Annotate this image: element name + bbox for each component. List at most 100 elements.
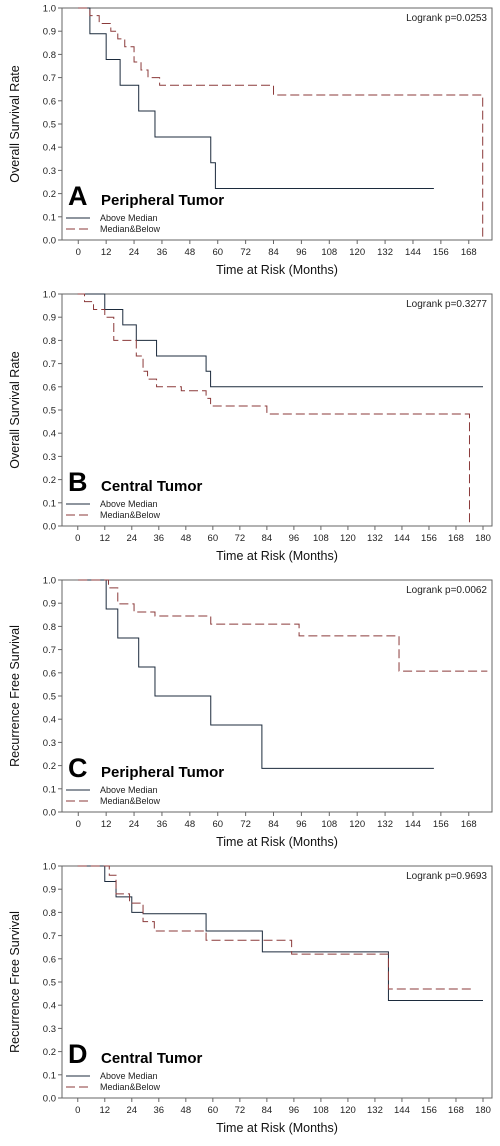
y-tick-label: 0.1 (43, 212, 56, 223)
y-tick-label: 0.6 (43, 954, 56, 965)
x-tick-label: 156 (433, 819, 449, 830)
y-tick-label: 0.3 (43, 738, 56, 749)
x-tick-label: 144 (405, 819, 421, 830)
x-tick-label: 0 (76, 819, 81, 830)
panel-a-os-peripheral: 0.0 0.1 0.2 0.3 0.4 0.5 0.6 0.7 0.8 0.9 1.0 0 12 24 36… (8, 4, 493, 277)
x-axis-label: Time at Risk (Months) (216, 549, 338, 563)
y-tick-label: 0.2 (43, 475, 56, 486)
y-axis-label: Recurrence Free Survival (8, 625, 22, 767)
x-tick-label: 156 (421, 1105, 437, 1116)
y-tick-label: 0.7 (43, 73, 56, 84)
x-tick-label: 168 (461, 819, 477, 830)
y-tick-label: 0.4 (43, 1001, 56, 1012)
x-tick-label: 156 (421, 533, 437, 544)
x-tick-label: 120 (340, 533, 356, 544)
x-axis-label: Time at Risk (Months) (216, 1121, 338, 1135)
x-tick-label: 132 (367, 533, 383, 544)
series-above-median-line (77, 865, 483, 1002)
x-tick-label: 120 (349, 247, 365, 258)
panel-title: Peripheral Tumor (101, 192, 224, 209)
x-tick-label: 60 (212, 247, 223, 258)
legend-label-median-below: Median&Below (100, 510, 161, 520)
x-tick-label: 156 (433, 247, 449, 258)
x-tick-label: 60 (208, 533, 219, 544)
x-tick-label: 132 (377, 247, 393, 258)
logrank-annotation: Logrank p=0.9693 (406, 871, 487, 882)
x-tick-label: 144 (394, 1105, 410, 1116)
y-tick-label: 0.2 (43, 189, 56, 200)
y-tick-label: 1.0 (43, 290, 56, 301)
x-tick-label: 144 (394, 533, 410, 544)
x-tick-label: 48 (181, 533, 192, 544)
legend-label-above-median: Above Median (100, 499, 158, 509)
y-tick-label: 0.4 (43, 715, 56, 726)
legend-label-above-median: Above Median (100, 785, 158, 795)
x-tick-label: 132 (367, 1105, 383, 1116)
x-tick-label: 0 (75, 1105, 80, 1116)
y-tick-label: 0.0 (43, 522, 56, 533)
y-tick-label: 0.6 (43, 96, 56, 107)
x-tick-label: 180 (475, 1105, 491, 1116)
x-tick-label: 12 (99, 533, 110, 544)
series-median-below-line (77, 865, 474, 990)
x-tick-label: 84 (268, 819, 279, 830)
y-tick-label: 0.8 (43, 622, 56, 633)
panel-letter: A (68, 181, 88, 211)
y-tick-label: 0.7 (43, 359, 56, 370)
y-tick-label: 0.3 (43, 452, 56, 463)
y-tick-label: 0.2 (43, 761, 56, 772)
x-tick-label: 48 (185, 247, 196, 258)
x-tick-label: 48 (185, 819, 196, 830)
panel-title: Peripheral Tumor (101, 764, 224, 781)
x-tick-label: 120 (349, 819, 365, 830)
x-tick-label: 84 (262, 1105, 273, 1116)
x-tick-label: 120 (340, 1105, 356, 1116)
y-tick-label: 0.6 (43, 668, 56, 679)
y-tick-label: 0.9 (43, 313, 56, 324)
x-tick-label: 24 (127, 533, 138, 544)
legend-label-median-below: Median&Below (100, 1082, 161, 1092)
legend-label-above-median: Above Median (100, 213, 158, 223)
y-tick-label: 0.8 (43, 50, 56, 61)
x-tick-label: 0 (76, 247, 81, 258)
x-tick-label: 84 (262, 533, 273, 544)
y-tick-label: 0.0 (43, 236, 56, 247)
y-tick-label: 1.0 (43, 576, 56, 587)
y-tick-label: 0.1 (43, 784, 56, 795)
series-median-below-line (78, 579, 488, 672)
series-above-median-line (78, 7, 434, 189)
x-axis-label: Time at Risk (Months) (216, 835, 338, 849)
series-above-median-line (78, 579, 434, 769)
y-tick-label: 1.0 (43, 4, 56, 15)
x-tick-label: 12 (101, 819, 112, 830)
y-tick-label: 0.9 (43, 27, 56, 38)
y-tick-label: 0.5 (43, 120, 56, 131)
y-tick-label: 0.6 (43, 382, 56, 393)
x-tick-label: 96 (296, 247, 307, 258)
legend-label-median-below: Median&Below (100, 796, 161, 806)
x-tick-label: 36 (157, 819, 168, 830)
y-tick-label: 0.5 (43, 406, 56, 417)
series-above-median-line (77, 293, 483, 388)
legend-label-median-below: Median&Below (100, 224, 161, 234)
x-tick-label: 84 (268, 247, 279, 258)
y-tick-label: 0.8 (43, 908, 56, 919)
x-tick-label: 144 (405, 247, 421, 258)
logrank-annotation: Logrank p=0.0253 (406, 13, 487, 24)
series-median-below-line (77, 293, 470, 526)
y-tick-label: 0.5 (43, 692, 56, 703)
x-tick-label: 96 (289, 1105, 300, 1116)
y-tick-label: 0.7 (43, 645, 56, 656)
x-tick-label: 96 (296, 819, 307, 830)
x-tick-label: 12 (99, 1105, 110, 1116)
y-tick-label: 0.7 (43, 931, 56, 942)
x-axis-label: Time at Risk (Months) (216, 263, 338, 277)
panel-d-rfs-central: 0.0 0.1 0.2 0.3 0.4 0.5 0.6 0.7 0.8 0.9 1.0 0 12 24 36… (8, 862, 493, 1135)
logrank-annotation: Logrank p=0.0062 (406, 585, 487, 596)
y-tick-label: 0.2 (43, 1047, 56, 1058)
panel-title: Central Tumor (101, 1050, 203, 1067)
x-tick-label: 36 (154, 1105, 165, 1116)
x-tick-label: 96 (289, 533, 300, 544)
legend-label-above-median: Above Median (100, 1071, 158, 1081)
y-axis-label: Recurrence Free Survival (8, 911, 22, 1053)
